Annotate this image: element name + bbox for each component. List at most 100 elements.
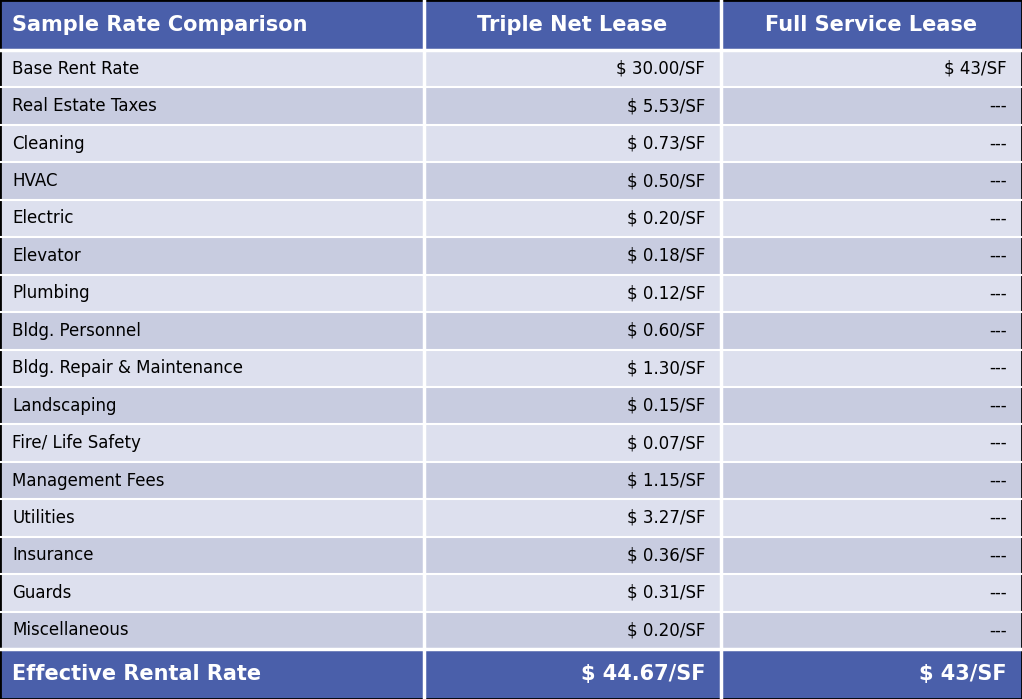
Bar (721, 462, 1022, 499)
Text: Triple Net Lease: Triple Net Lease (477, 15, 667, 35)
Bar (721, 50, 1022, 87)
Text: $ 0.15/SF: $ 0.15/SF (626, 396, 705, 415)
Text: ---: --- (989, 472, 1007, 489)
Text: Full Service Lease: Full Service Lease (765, 15, 977, 35)
Text: Management Fees: Management Fees (12, 472, 165, 489)
Text: $ 0.50/SF: $ 0.50/SF (626, 172, 705, 190)
Text: Landscaping: Landscaping (12, 396, 117, 415)
Bar (0, 612, 424, 649)
Text: $ 0.60/SF: $ 0.60/SF (626, 322, 705, 340)
Bar (424, 462, 721, 499)
Text: Insurance: Insurance (12, 547, 94, 564)
Bar (721, 350, 1022, 387)
Bar (0, 350, 424, 387)
Text: ---: --- (989, 621, 1007, 640)
Text: Elevator: Elevator (12, 247, 81, 265)
Text: Fire/ Life Safety: Fire/ Life Safety (12, 434, 141, 452)
Text: $ 30.00/SF: $ 30.00/SF (616, 59, 705, 78)
Text: ---: --- (989, 135, 1007, 152)
Text: $ 43/SF: $ 43/SF (919, 664, 1007, 684)
Text: $ 1.30/SF: $ 1.30/SF (626, 359, 705, 377)
Text: ---: --- (989, 97, 1007, 115)
Bar (424, 612, 721, 649)
Bar (424, 499, 721, 537)
Text: $ 0.20/SF: $ 0.20/SF (626, 210, 705, 227)
Text: $ 3.27/SF: $ 3.27/SF (626, 509, 705, 527)
Bar (0, 537, 424, 574)
Bar (424, 275, 721, 312)
Text: HVAC: HVAC (12, 172, 58, 190)
Text: $ 0.07/SF: $ 0.07/SF (626, 434, 705, 452)
Text: Effective Rental Rate: Effective Rental Rate (12, 664, 262, 684)
Bar (424, 87, 721, 125)
Bar (424, 574, 721, 612)
Bar (0, 125, 424, 162)
Bar (424, 0, 721, 50)
Bar (0, 499, 424, 537)
Bar (0, 574, 424, 612)
Text: $ 5.53/SF: $ 5.53/SF (626, 97, 705, 115)
Bar (0, 0, 424, 50)
Text: ---: --- (989, 584, 1007, 602)
Bar (721, 162, 1022, 200)
Text: $ 0.12/SF: $ 0.12/SF (626, 284, 705, 303)
Bar (424, 649, 721, 699)
Text: Utilities: Utilities (12, 509, 75, 527)
Bar (0, 50, 424, 87)
Text: Sample Rate Comparison: Sample Rate Comparison (12, 15, 308, 35)
Bar (424, 200, 721, 237)
Text: ---: --- (989, 359, 1007, 377)
Text: ---: --- (989, 284, 1007, 303)
Text: $ 44.67/SF: $ 44.67/SF (580, 664, 705, 684)
Bar (721, 237, 1022, 275)
Bar (0, 387, 424, 424)
Bar (721, 424, 1022, 462)
Bar (424, 237, 721, 275)
Bar (721, 387, 1022, 424)
Bar (721, 499, 1022, 537)
Bar (721, 0, 1022, 50)
Bar (424, 50, 721, 87)
Text: ---: --- (989, 210, 1007, 227)
Text: Guards: Guards (12, 584, 72, 602)
Text: $ 0.73/SF: $ 0.73/SF (626, 135, 705, 152)
Bar (721, 200, 1022, 237)
Text: $ 43/SF: $ 43/SF (944, 59, 1007, 78)
Text: ---: --- (989, 172, 1007, 190)
Text: Bldg. Personnel: Bldg. Personnel (12, 322, 141, 340)
Bar (0, 275, 424, 312)
Bar (721, 87, 1022, 125)
Text: Bldg. Repair & Maintenance: Bldg. Repair & Maintenance (12, 359, 243, 377)
Text: Miscellaneous: Miscellaneous (12, 621, 129, 640)
Bar (424, 537, 721, 574)
Bar (721, 125, 1022, 162)
Text: ---: --- (989, 247, 1007, 265)
Bar (721, 312, 1022, 350)
Bar (721, 574, 1022, 612)
Bar (721, 275, 1022, 312)
Text: Plumbing: Plumbing (12, 284, 90, 303)
Bar (0, 162, 424, 200)
Text: Electric: Electric (12, 210, 74, 227)
Text: Base Rent Rate: Base Rent Rate (12, 59, 140, 78)
Bar (0, 649, 424, 699)
Text: $ 1.15/SF: $ 1.15/SF (626, 472, 705, 489)
Text: ---: --- (989, 509, 1007, 527)
Text: ---: --- (989, 547, 1007, 564)
Bar (0, 424, 424, 462)
Text: $ 0.18/SF: $ 0.18/SF (626, 247, 705, 265)
Text: ---: --- (989, 396, 1007, 415)
Bar (0, 237, 424, 275)
Bar (0, 200, 424, 237)
Text: $ 0.20/SF: $ 0.20/SF (626, 621, 705, 640)
Bar (0, 87, 424, 125)
Bar (721, 612, 1022, 649)
Bar (424, 125, 721, 162)
Text: ---: --- (989, 322, 1007, 340)
Bar (424, 387, 721, 424)
Text: ---: --- (989, 434, 1007, 452)
Bar (0, 312, 424, 350)
Text: $ 0.31/SF: $ 0.31/SF (626, 584, 705, 602)
Text: $ 0.36/SF: $ 0.36/SF (626, 547, 705, 564)
Bar (424, 350, 721, 387)
